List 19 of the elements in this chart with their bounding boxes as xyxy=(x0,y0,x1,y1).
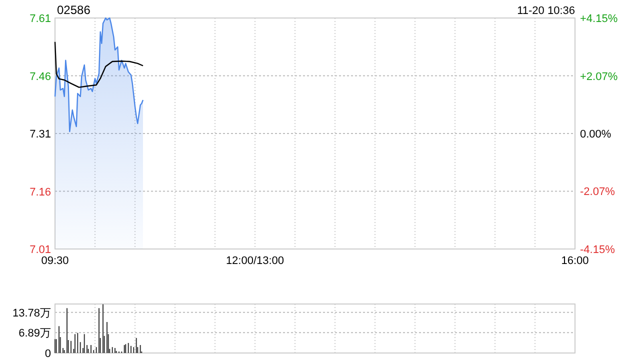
y-tick-label: 6.89万 xyxy=(18,328,51,340)
y2-tick-label: 0.00% xyxy=(580,128,612,140)
x-tick-label: 12:00/13:00 xyxy=(226,255,284,267)
line-series xyxy=(54,41,144,88)
x-tick-label: 09:30 xyxy=(41,255,69,267)
y-tick-label: 7.46 xyxy=(30,70,51,83)
chart-title: 02586 xyxy=(57,3,91,17)
y-tick-label: 7.16 xyxy=(30,186,51,198)
text: 11-20 10:36 xyxy=(517,5,575,17)
y-tick-label: 13.78万 xyxy=(12,307,51,320)
x-tick-label: 16:00 xyxy=(561,255,589,267)
y2-tick-label: -2.07% xyxy=(580,186,616,198)
y2-tick-label: -4.15% xyxy=(580,244,616,256)
y-tick-label: 7.31 xyxy=(30,128,51,140)
y-tick-label: 7.61 xyxy=(30,13,51,25)
y2-tick-label: +2.07% xyxy=(580,70,618,83)
y-tick-label: 0 xyxy=(44,348,51,360)
y-tick-label: 7.01 xyxy=(30,244,51,256)
y2-tick-label: +4.15% xyxy=(580,13,618,25)
